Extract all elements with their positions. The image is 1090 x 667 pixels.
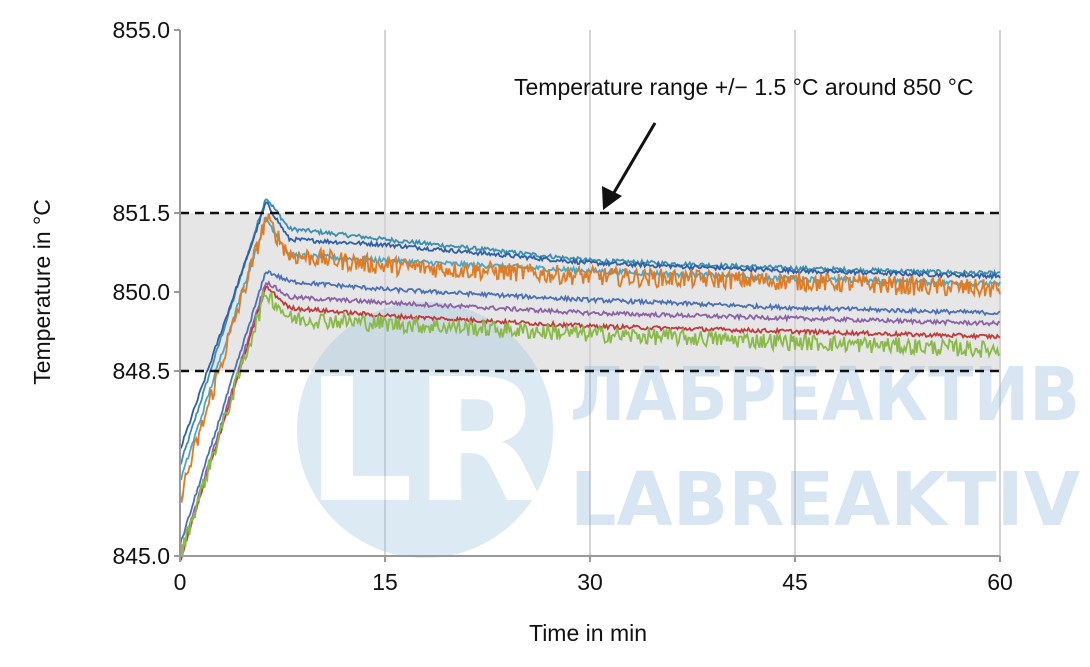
y-ticks: 855.0 851.5 850.0 848.5 845.0 (112, 17, 180, 569)
x-tick-label: 0 (174, 569, 187, 595)
x-tick-label: 30 (577, 569, 603, 595)
series-line-2 (179, 201, 1001, 451)
limit-lines (180, 211, 1000, 373)
annotation-text: Temperature range +/− 1.5 °C around 850 … (514, 74, 974, 100)
x-ticks: 0 15 30 45 60 (174, 556, 1013, 595)
x-axis-title: Time in min (529, 620, 647, 646)
series-line-8 (179, 288, 1001, 557)
watermark-line2: LABREAKTIV (570, 457, 1080, 543)
series-line-7 (179, 285, 1001, 562)
series-line-1 (179, 198, 1001, 466)
y-tick-label: 855.0 (112, 17, 170, 43)
x-tick-label: 60 (987, 569, 1013, 595)
y-tick-label: 845.0 (112, 543, 170, 569)
y-tick-label: 851.5 (112, 200, 170, 226)
y-tick-label: 850.0 (112, 279, 170, 305)
x-tick-label: 45 (782, 569, 808, 595)
y-axis-title: Temperature in °C (29, 199, 55, 385)
watermark-logo-circle (297, 302, 553, 558)
series-line-5 (179, 270, 1001, 547)
watermark-line1: ЛАБРЕАКТИВ (570, 352, 1080, 438)
series-line-4 (179, 213, 1001, 503)
y-tick-label: 848.5 (112, 358, 170, 384)
series-line-6 (179, 280, 1001, 555)
series-group (179, 198, 1001, 562)
x-tick-label: 15 (372, 569, 398, 595)
annotation-arrow (602, 122, 657, 210)
watermark-logo-text: LR (305, 343, 544, 541)
watermark: LR ЛАБРЕАКТИВ LABREAKTIV (297, 302, 1080, 558)
